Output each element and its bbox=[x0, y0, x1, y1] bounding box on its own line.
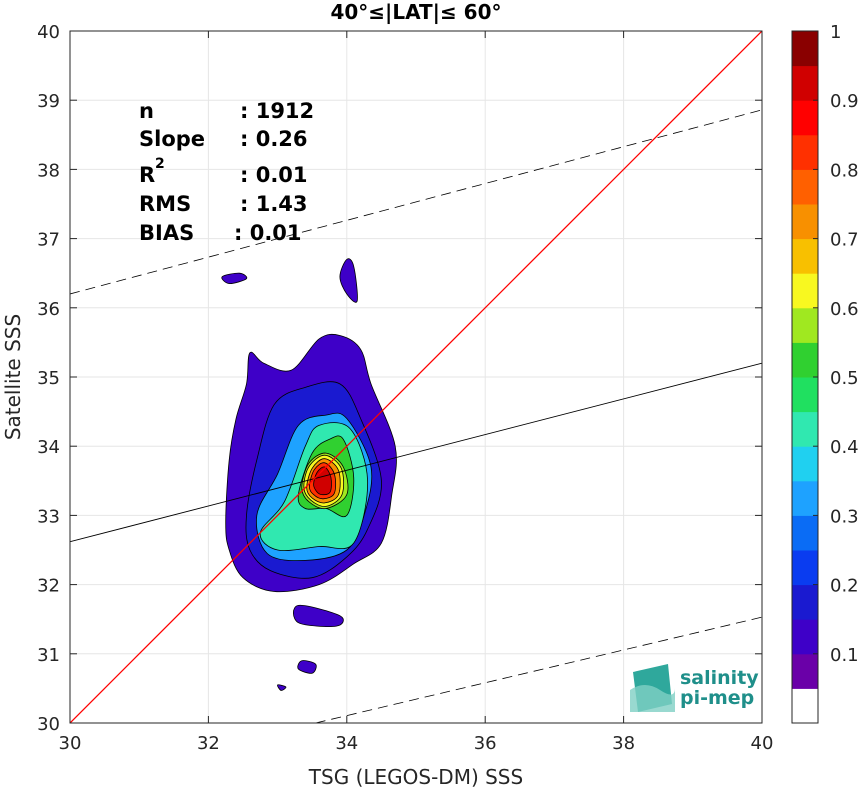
stat-rms-value: : 1.43 bbox=[240, 192, 308, 216]
colorbar-segment bbox=[792, 480, 818, 516]
logo-line1: salinity bbox=[680, 667, 759, 689]
colorbar-segment bbox=[792, 169, 818, 205]
y-tick-label: 36 bbox=[37, 299, 60, 320]
y-tick-label: 38 bbox=[37, 160, 60, 181]
colorbar-segment bbox=[792, 550, 818, 586]
stat-slope-label: Slope bbox=[139, 127, 205, 151]
y-tick-label: 33 bbox=[37, 506, 60, 527]
colorbar-segment bbox=[792, 204, 818, 240]
salinity-pi-mep-logo: salinity pi-mep bbox=[630, 664, 759, 712]
density-contour-level-0.05 bbox=[297, 660, 317, 674]
stat-n-value: : 1912 bbox=[240, 99, 314, 123]
regression-line bbox=[70, 362, 762, 543]
y-tick-label: 30 bbox=[37, 714, 60, 735]
density-contour-level-0.05 bbox=[221, 272, 248, 285]
stat-r2-label: R bbox=[139, 163, 155, 187]
colorbar-segment bbox=[792, 100, 818, 136]
colorbar-segment bbox=[792, 134, 818, 170]
colorbar-tick-label: 0.5 bbox=[830, 368, 858, 389]
density-contours bbox=[221, 258, 397, 691]
y-tick-label: 32 bbox=[37, 576, 60, 597]
colorbar-ticks: 0.1 0.2 0.3 0.4 0.5 0.6 0.7 0.8 0.9 1 bbox=[813, 22, 858, 666]
density-contour-level-0.95 bbox=[313, 466, 332, 496]
density-contour-level-0.05 bbox=[292, 604, 344, 627]
colorbar-segment bbox=[792, 31, 818, 67]
stats-annotation: n : 1912 Slope : 0.26 R 2 : 0.01 RMS : 1… bbox=[139, 99, 314, 245]
colorbar-tick-label: 0.8 bbox=[830, 160, 858, 181]
stat-r2-value: : 0.01 bbox=[240, 163, 308, 187]
y-tick-label: 39 bbox=[37, 91, 60, 112]
stat-bias-value: : 0.01 bbox=[234, 221, 302, 245]
colorbar-tick-label: 0.1 bbox=[830, 645, 858, 666]
stat-slope-value: : 0.26 bbox=[240, 127, 308, 151]
upper-bound-dashed-line bbox=[70, 109, 762, 295]
density-contour-level-0.05 bbox=[339, 258, 358, 303]
y-tick-label: 34 bbox=[37, 437, 60, 458]
colorbar-tick-label: 0.7 bbox=[830, 230, 858, 251]
x-tick-label: 32 bbox=[197, 733, 220, 754]
y-tick-label: 35 bbox=[37, 368, 60, 389]
identity-line bbox=[70, 31, 762, 723]
colorbar-segment bbox=[792, 446, 818, 482]
colorbar bbox=[792, 31, 818, 724]
stat-bias-label: BIAS bbox=[139, 221, 194, 245]
colorbar-tick-label: 1 bbox=[830, 22, 841, 43]
colorbar-segment bbox=[792, 65, 818, 101]
colorbar-segment bbox=[792, 515, 818, 551]
stat-rms-label: RMS bbox=[139, 192, 191, 216]
chart-title: 40°≤|LAT|≤ 60° bbox=[330, 0, 501, 24]
density-contour-level-0.05 bbox=[277, 684, 287, 691]
stat-n-label: n bbox=[139, 99, 154, 123]
x-tick-label: 30 bbox=[59, 733, 82, 754]
x-tick-label: 34 bbox=[335, 733, 358, 754]
y-tick-label: 40 bbox=[37, 22, 60, 43]
y-tick-label: 37 bbox=[37, 230, 60, 251]
x-tick-label: 40 bbox=[751, 733, 774, 754]
colorbar-segment bbox=[792, 273, 818, 309]
y-axis-label: Satellite SSS bbox=[1, 314, 25, 440]
colorbar-segment bbox=[792, 411, 818, 447]
logo-wave-layer bbox=[630, 685, 675, 712]
x-tick-label: 36 bbox=[474, 733, 497, 754]
colorbar-tick-label: 0.2 bbox=[830, 576, 858, 597]
colorbar-segment bbox=[792, 377, 818, 413]
reference-lines bbox=[70, 31, 762, 723]
lower-bound-dashed-line bbox=[315, 616, 762, 723]
colorbar-segment bbox=[792, 307, 818, 343]
colorbar-tick-label: 0.6 bbox=[830, 299, 858, 320]
x-tick-label: 38 bbox=[612, 733, 635, 754]
y-tick-label: 31 bbox=[37, 645, 60, 666]
colorbar-segment bbox=[792, 619, 818, 655]
logo-line2: pi-mep bbox=[680, 687, 754, 709]
colorbar-segment bbox=[792, 688, 818, 724]
colorbar-tick-label: 0.4 bbox=[830, 437, 858, 458]
x-axis-label: TSG (LEGOS-DM) SSS bbox=[308, 765, 523, 789]
colorbar-tick-label: 0.3 bbox=[830, 506, 858, 527]
axis-ticks: 30 32 34 36 38 40 30 31 32 33 34 35 36 37 38 39 40 bbox=[37, 22, 773, 754]
stat-r2-superscript: 2 bbox=[155, 156, 165, 172]
colorbar-segment bbox=[792, 238, 818, 274]
colorbar-segment bbox=[792, 653, 818, 689]
colorbar-segment bbox=[792, 584, 818, 620]
colorbar-tick-label: 0.9 bbox=[830, 91, 858, 112]
colorbar-segment bbox=[792, 342, 818, 378]
